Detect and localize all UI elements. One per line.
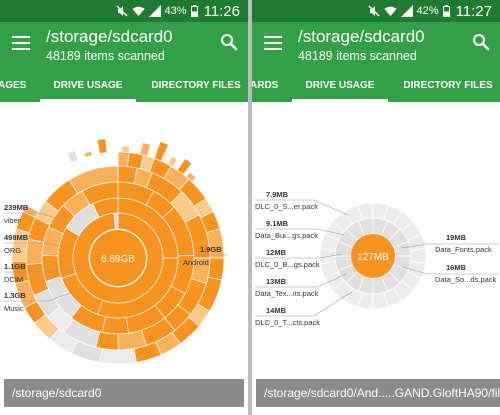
app-bar: /storage/sdcard0 48189 items scanned [252,22,500,71]
left-screen: 43% 11:26 /storage/sdcard0 48189 items s… [0,0,248,415]
label-name: DLC_0_T...cts.pack [255,318,320,327]
label-name: Music [4,304,24,313]
label-name: Data_Fonts.pack [435,245,492,254]
tab-directory-files[interactable]: DIRECTORY FILES [151,80,241,91]
sunburst-segment[interactable] [68,165,119,195]
sunburst-segment[interactable] [117,151,130,167]
tab-indicator [292,99,388,102]
label-name: DCIM [4,275,23,284]
label-size: 498MB [4,233,29,242]
center-disc [351,234,395,278]
tab-indicator [40,99,136,102]
sunburst-segment[interactable] [99,348,137,365]
sunburst-segment[interactable] [83,150,93,158]
sunburst-segment[interactable] [22,204,39,219]
wifi-icon [384,6,397,16]
label-name: Android [183,258,209,267]
battery-icon [442,5,450,17]
menu-icon[interactable] [12,36,30,50]
label-name: Data_Tex...its.pack [255,289,319,298]
sunburst-segment[interactable] [66,149,79,164]
wifi-icon [132,6,145,16]
sunburst-segment[interactable] [101,316,129,335]
label-size: 1.9GB [200,245,222,254]
label-name: ORG [4,246,21,255]
sunburst-segment[interactable] [139,142,151,157]
items-scanned: 48189 items scanned [46,49,165,63]
battery-percent: 42% [416,5,439,17]
label-size: 1.3GB [4,291,26,300]
status-bar: 43% 11:26 [0,0,248,22]
mute-icon [116,5,127,17]
search-icon[interactable] [220,33,238,51]
center-size-label: 127MB [357,252,389,263]
sunburst-segment[interactable] [357,202,374,220]
tab-drive-usage[interactable]: DRIVE USAGE [305,80,375,91]
tab-bar: ARDS DRIVE USAGE DIRECTORY FILES [252,71,500,102]
sunburst-segment[interactable] [167,155,178,168]
label-name: DLC_0_B...gs.pack [255,260,320,269]
sunburst-segment[interactable] [176,158,193,175]
label-size: 9.1MB [266,219,289,228]
right-screen: 42% 11:27 /storage/sdcard0 48189 items s… [252,0,500,415]
status-icons: 42% 11:27 [368,2,492,20]
battery-icon [190,5,198,17]
sunburst-segment[interactable] [319,248,336,264]
clock: 11:27 [455,2,492,20]
label-size: 7.9MB [266,190,289,199]
page-title: /storage/sdcard0 [298,27,425,46]
tab-images[interactable]: AGES [0,80,27,91]
label-size: 239MB [4,203,29,212]
tab-directory-files[interactable]: DIRECTORY FILES [403,80,493,91]
label-size: 14MB [266,306,287,315]
sunburst-chart[interactable]: 127MB 7.9MB DLC_0_S...er.pack 9.1MB Data… [252,102,500,372]
clock: 11:26 [203,2,240,20]
label-size: 1.1GB [4,262,26,271]
center-size-label: 6.69GB [101,254,135,265]
label-size: 13MB [266,277,287,286]
sunburst-chart[interactable]: 6.69GB 239MB viber 498MB ORG 1.1GB DCIM … [0,102,248,372]
menu-icon[interactable] [264,36,282,50]
status-icons: 43% 11:26 [116,2,240,20]
sunburst-segment[interactable] [207,257,225,281]
battery-percent: 43% [164,5,187,17]
sunburst-segment[interactable] [185,171,197,183]
page-title: /storage/sdcard0 [46,27,173,46]
label-name: Data_So...ds.pack [435,275,497,284]
content-area: 127MB 7.9MB DLC_0_S...er.pack 9.1MB Data… [252,102,500,415]
sunburst-segment[interactable] [96,138,108,155]
tab-bar: AGES DRIVE USAGE DIRECTORY FILES [0,71,248,102]
label-size: 16MB [446,263,467,272]
mute-icon [368,5,379,17]
label-name: Data_Bui...gs.pack [255,231,318,240]
app-bar: /storage/sdcard0 48189 items scanned [0,22,248,71]
items-scanned: 48189 items scanned [298,49,417,63]
label-name: viber [4,216,21,225]
sunburst-segment[interactable] [410,248,427,264]
signal-icon [400,5,413,17]
path-bar: /storage/sdcard0/And.....GAND.GloftHA90/… [256,379,500,407]
content-area: 6.69GB 239MB viber 498MB ORG 1.1GB DCIM … [0,102,248,415]
sunburst-segment[interactable] [121,145,131,153]
tab-sd-cards[interactable]: ARDS [252,80,279,91]
signal-icon [148,5,161,17]
search-icon[interactable] [472,33,490,51]
label-name: DLC_0_S...er.pack [255,202,318,211]
status-bar: 42% 11:27 [252,0,500,22]
path-bar: /storage/sdcard0 [4,379,244,407]
screen-divider [248,0,252,415]
label-size: 19MB [446,233,467,242]
tab-drive-usage[interactable]: DRIVE USAGE [53,80,123,91]
center-disc [90,230,146,286]
sunburst-segment[interactable] [153,141,169,162]
label-size: 12MB [266,248,287,257]
